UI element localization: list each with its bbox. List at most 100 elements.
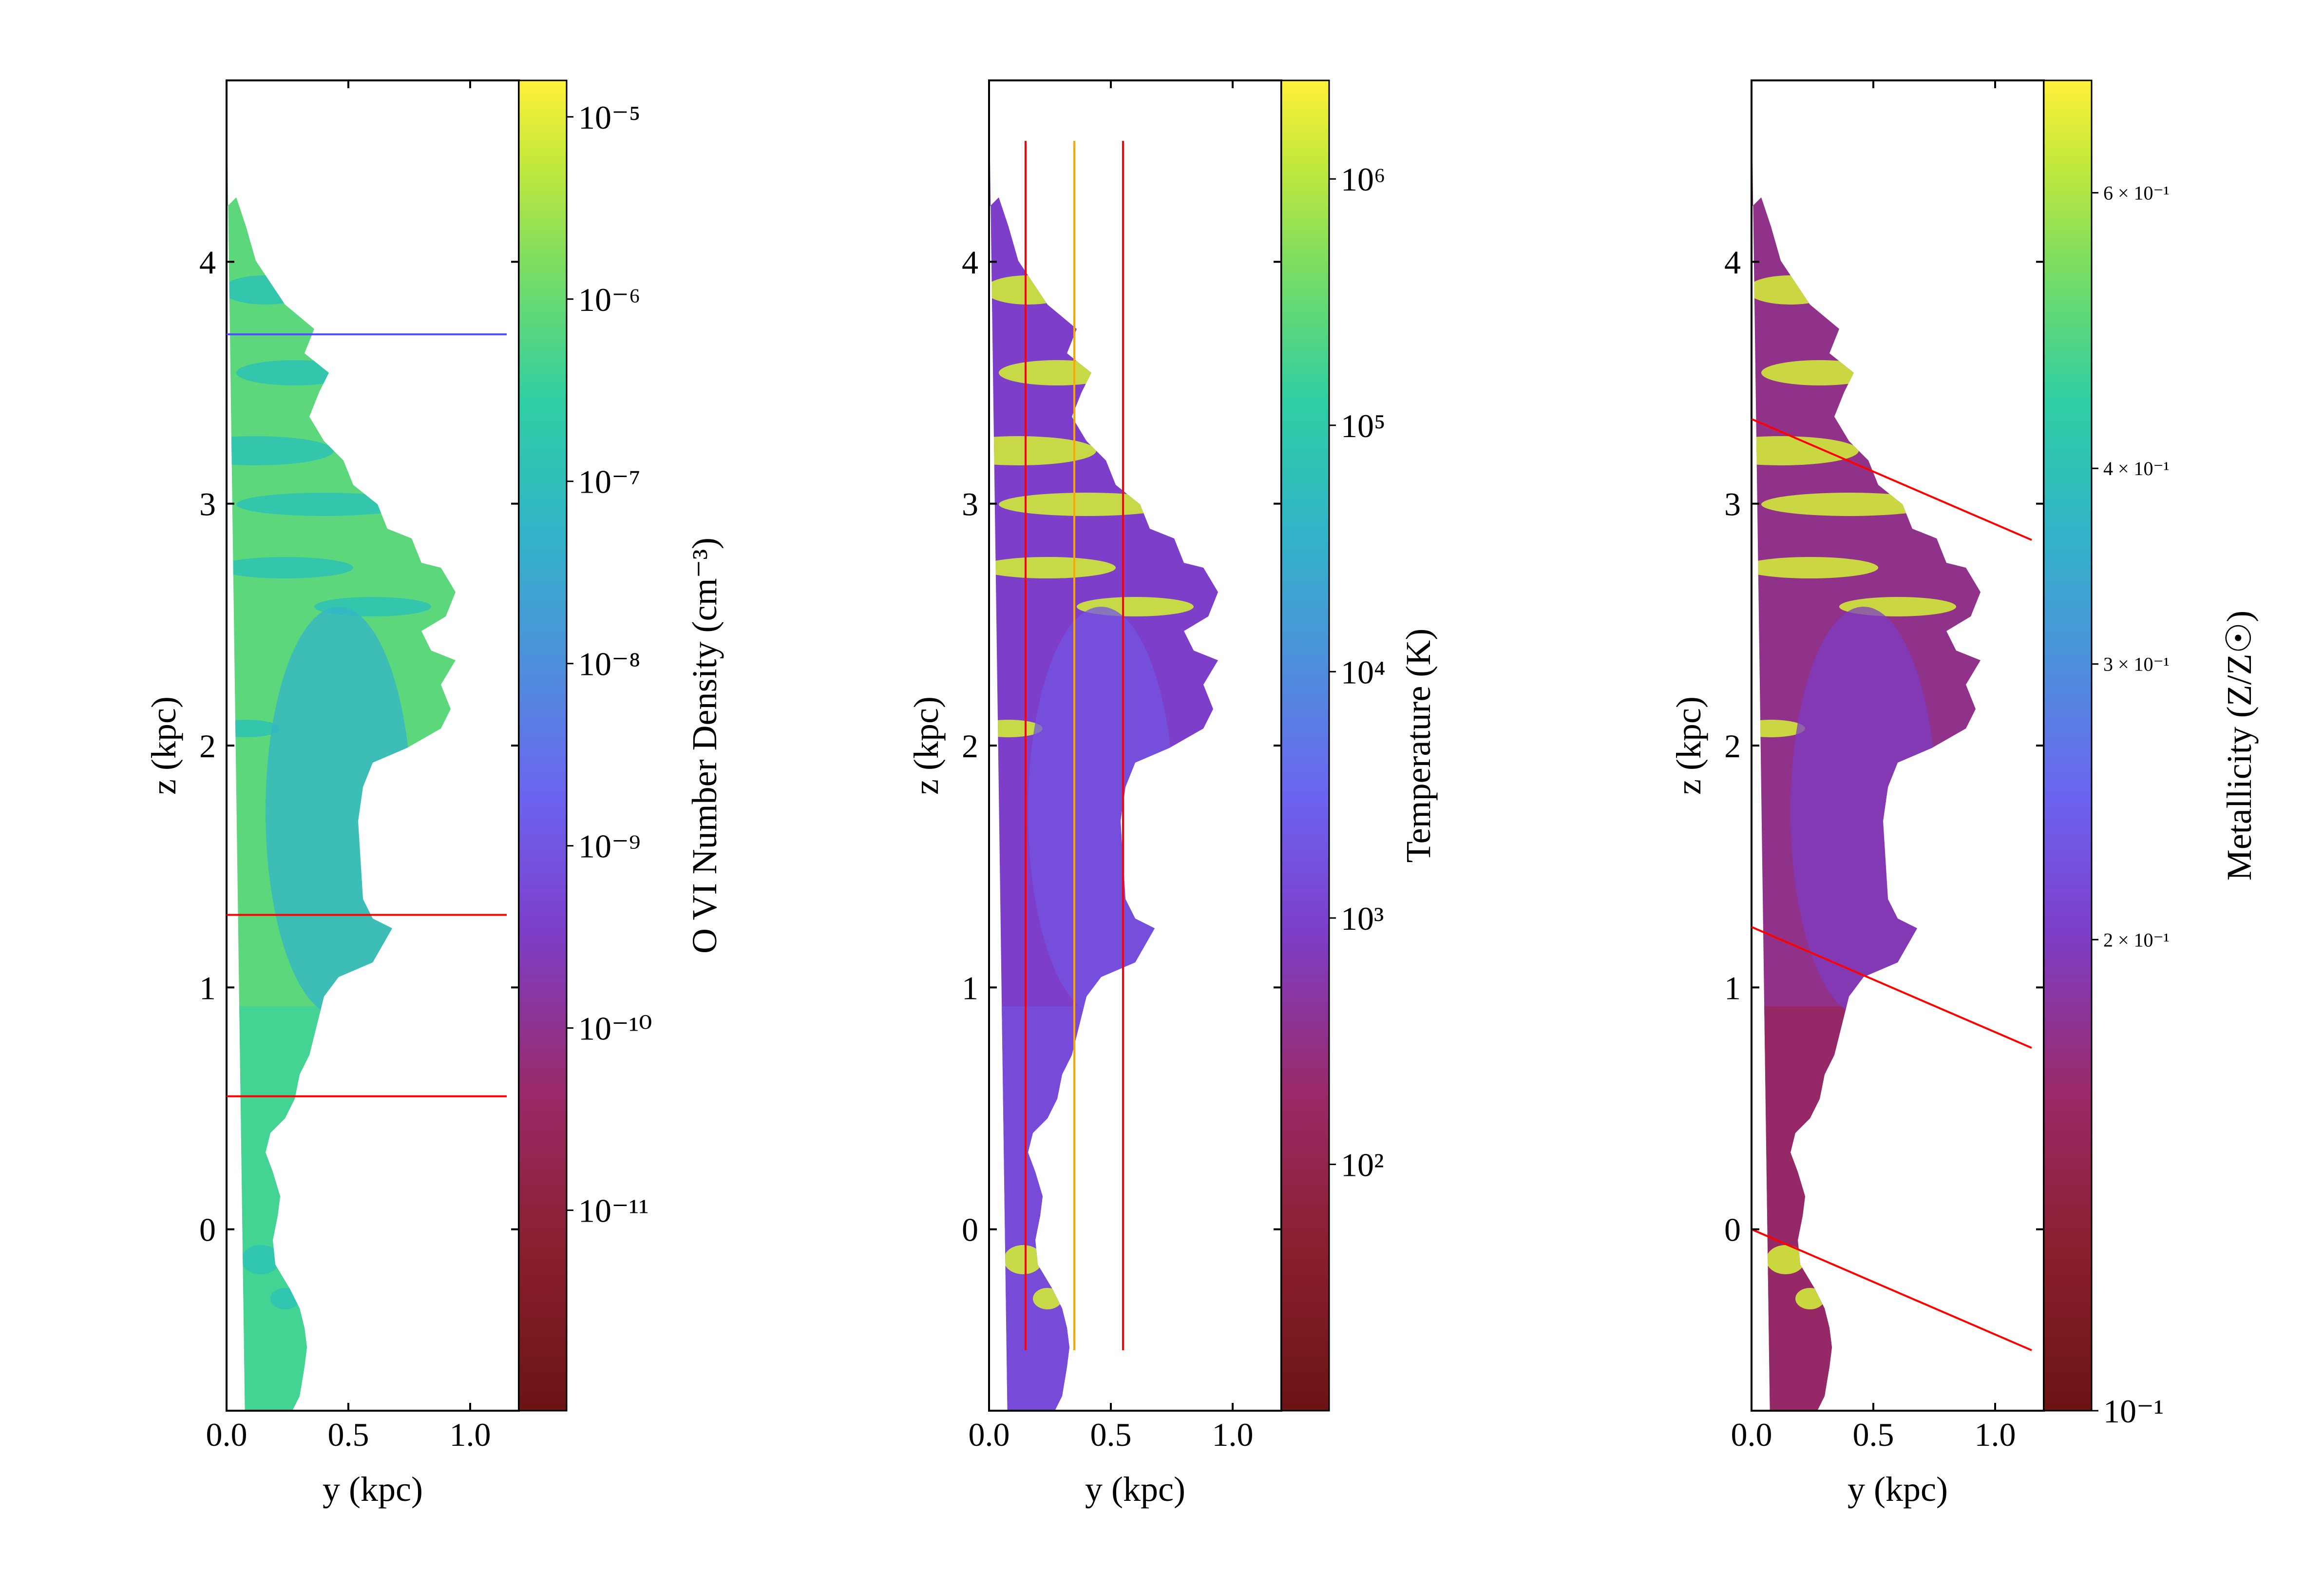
x-tick-label: 0.0	[969, 1416, 1010, 1453]
cloud-lower-band	[989, 1006, 1218, 1411]
y-tick-label: 4	[1724, 244, 1741, 281]
cloud-streak	[1761, 360, 1878, 385]
cloud-core	[1028, 607, 1174, 1016]
x-tick-label: 1.0	[1212, 1416, 1254, 1453]
colorbar-tick-label: 10⁻¹	[2103, 1393, 2164, 1430]
cloud-streak	[236, 493, 412, 516]
cloud-streak	[241, 1245, 280, 1274]
cloud-lower-band	[1752, 1006, 1981, 1411]
panel-ovi-density: 0.0 0.5 1.0 0 1 2 3 4 y (kpc) z (kpc) 10⁻⁵ 10⁻⁶…	[144, 79, 724, 1509]
y-tick-label: 2	[962, 728, 978, 765]
sightlines	[1025, 141, 1124, 1350]
colorbar-ticks: 10⁻⁵ 10⁻⁶ 10⁻⁷ 10⁻⁸ 10⁻⁹ 10⁻¹⁰ 10⁻¹¹	[567, 99, 652, 1229]
colorbar-tick-label: 4 × 10⁻¹	[2103, 458, 2170, 479]
y-tick-label: 2	[1724, 728, 1741, 765]
y-tick-label: 4	[199, 244, 216, 281]
y-tick-label: 0	[1724, 1211, 1741, 1248]
y-tick-label: 3	[962, 486, 978, 523]
sightlines	[227, 333, 507, 1097]
x-tick-label: 0.5	[1853, 1416, 1894, 1453]
y-axis-label: z (kpc)	[907, 696, 946, 795]
colorbar-tick-label: 10⁻⁹	[578, 828, 641, 865]
colorbar-tick-label: 10⁻¹¹	[578, 1192, 649, 1229]
y-tick-label: 1	[962, 969, 978, 1006]
y-tick-label: 1	[199, 969, 216, 1006]
y-tick-label: 2	[199, 728, 216, 765]
cloud-streak	[1752, 557, 1878, 578]
colorbar-tick-label: 10⁻⁷	[578, 463, 641, 500]
y-tick-label: 3	[1724, 486, 1741, 523]
x-axis: 0.0 0.5 1.0	[206, 80, 491, 1453]
y-axis: 0 1 2 3 4	[1724, 244, 2044, 1248]
x-tick-label: 0.0	[206, 1416, 248, 1453]
x-axis-label: y (kpc)	[1848, 1470, 1948, 1509]
colorbar-tick-label: 10⁵	[1341, 407, 1386, 444]
y-tick-label: 4	[962, 244, 978, 281]
cloud-streak	[989, 557, 1116, 578]
cloud-streak	[989, 720, 1043, 737]
colorbar-tick-label: 10⁶	[1341, 161, 1386, 198]
sightline-1	[1751, 418, 2032, 541]
cloud-core	[1791, 607, 1937, 1016]
cloud-streak	[1033, 1288, 1062, 1309]
colorbar-tick-label: 10⁴	[1341, 653, 1386, 690]
x-tick-label: 1.0	[450, 1416, 491, 1453]
y-axis: 0 1 2 3 4	[962, 244, 1281, 1248]
sightline-3	[1751, 1228, 2032, 1351]
y-tick-label: 3	[199, 486, 216, 523]
colorbar-tick-label: 3 × 10⁻¹	[2103, 653, 2170, 675]
y-tick-label: 0	[199, 1211, 216, 1248]
colorbar-tick-label: 10⁻¹⁰	[578, 1010, 652, 1047]
colorbar-tick-label: 2 × 10⁻¹	[2103, 929, 2170, 951]
cloud-streak	[1004, 1245, 1043, 1274]
colorbar	[2043, 79, 2093, 1412]
colorbar-tick-label: 10⁻⁵	[578, 99, 641, 136]
colorbar-label: Temperature (K)	[1399, 629, 1438, 863]
colorbar	[518, 79, 568, 1412]
x-axis: 0.0 0.5 1.0	[1731, 80, 2016, 1453]
colorbar-label: Metallicity (Z/Z☉)	[2220, 611, 2259, 881]
cloud-streak	[227, 720, 280, 737]
cloud-streak	[999, 493, 1174, 516]
x-axis-label: y (kpc)	[1085, 1470, 1185, 1509]
colorbar-ticks: 6 × 10⁻¹ 4 × 10⁻¹ 3 × 10⁻¹ 2 × 10⁻¹ 10⁻¹	[2092, 182, 2170, 1430]
colorbar-tick-label: 6 × 10⁻¹	[2103, 182, 2170, 204]
x-tick-label: 1.0	[1975, 1416, 2016, 1453]
colorbar-label: O VI Number Density (cm⁻³)	[685, 537, 724, 954]
cloud-streak	[989, 436, 1096, 465]
cloud-streak	[1766, 1245, 1805, 1274]
colorbar-tick-label: 10²	[1341, 1146, 1384, 1183]
y-axis-label: z (kpc)	[144, 696, 183, 795]
x-tick-label: 0.5	[1090, 1416, 1132, 1453]
panel-metallicity: 0.0 0.5 1.0 0 1 2 3 4 y (kpc) z (kpc) 6 × 10⁻¹…	[1669, 79, 2259, 1509]
y-axis: 0 1 2 3 4	[199, 244, 519, 1248]
sightlines	[1751, 418, 2032, 1351]
cloud-streak	[1795, 1288, 1825, 1309]
cloud-streak	[227, 275, 309, 305]
cloud-streak	[1761, 493, 1937, 516]
sightline-2	[1751, 926, 2032, 1049]
x-tick-label: 0.0	[1731, 1416, 1772, 1453]
colorbar-ticks: 10² 10³ 10⁴ 10⁵ 10⁶	[1329, 161, 1386, 1183]
cloud-streak	[270, 1288, 300, 1309]
colorbar-tick-label: 10³	[1341, 900, 1384, 937]
cloud-streak	[1752, 436, 1859, 465]
cloud-streak	[1752, 720, 1805, 737]
x-axis-label: y (kpc)	[323, 1470, 423, 1509]
y-tick-label: 0	[962, 1211, 978, 1248]
x-axis: 0.0 0.5 1.0	[969, 80, 1254, 1453]
cloud-streak	[989, 275, 1072, 305]
colorbar-tick-label: 10⁻⁶	[578, 281, 641, 318]
colorbar	[1280, 79, 1330, 1412]
cloud-streak	[1752, 275, 1834, 305]
cloud-streak	[999, 360, 1116, 385]
cloud-core	[266, 607, 412, 1016]
x-tick-label: 0.5	[328, 1416, 369, 1453]
y-axis-label: z (kpc)	[1669, 696, 1708, 795]
cloud-streak	[227, 436, 334, 465]
y-tick-label: 1	[1724, 969, 1741, 1006]
cloud-lower-band	[227, 1006, 456, 1411]
cloud-streak	[236, 360, 353, 385]
